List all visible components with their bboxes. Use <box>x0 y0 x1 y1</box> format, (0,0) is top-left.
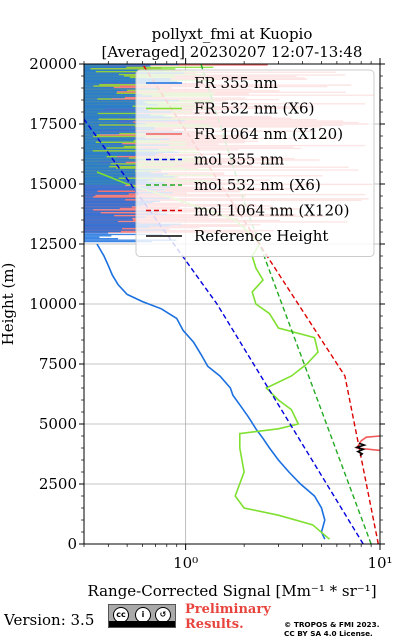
x-tick-label: 10¹ <box>367 554 392 572</box>
legend-label-4: mol 532 nm (X6) <box>194 176 321 194</box>
series-line-3 <box>83 118 364 545</box>
y-tick-label: 10000 <box>29 295 77 313</box>
legend-label-0: FR 355 nm <box>194 74 278 92</box>
copyright-line1: © TROPOS & FMI 2023. <box>284 620 380 629</box>
series-line-6 <box>354 442 367 457</box>
series-line-0 <box>96 243 326 540</box>
y-tick-label: 15000 <box>29 175 77 193</box>
preliminary-line2: Results. <box>185 617 244 632</box>
y-tick-label: 7500 <box>39 355 77 373</box>
legend-label-3: mol 355 nm <box>194 151 284 169</box>
legend: FR 355 nm FR 532 nm (X6) FR 1064 nm (X120)… <box>135 69 375 257</box>
y-tick-label: 0 <box>67 535 77 553</box>
cc-badge-strip <box>109 621 175 627</box>
y-tick-label: 12500 <box>29 235 77 253</box>
version-label: Version: 3.5 <box>4 611 95 629</box>
legend-label-2: FR 1064 nm (X120) <box>194 125 343 143</box>
legend-box <box>135 69 375 257</box>
y-tick-label: 5000 <box>39 415 77 433</box>
y-axis-label: Height (m) <box>0 263 17 346</box>
x-tick-label: 10⁰ <box>173 554 198 572</box>
lidar-signal-chart: pollyxt_fmi at Kuopio [Averaged] 2023020… <box>0 25 393 600</box>
legend-label-6: Reference Height <box>194 227 328 245</box>
legend-label-1: FR 532 nm (X6) <box>194 100 314 118</box>
copyright-notice: © TROPOS & FMI 2023. CC BY SA 4.0 Licens… <box>284 620 379 638</box>
x-axis-label: Range-Corrected Signal [Mm⁻¹ * sr⁻¹] <box>87 582 376 600</box>
chart-title-line2: [Averaged] 20230207 12:07-13:48 <box>102 43 363 61</box>
y-tick-label: 20000 <box>29 55 77 73</box>
preliminary-notice: Preliminary Results. <box>185 602 271 632</box>
preliminary-line1: Preliminary <box>185 602 271 617</box>
chart-title-line1: pollyxt_fmi at Kuopio <box>152 25 313 43</box>
series-line-2 <box>355 435 381 452</box>
copyright-line2: CC BY SA 4.0 License. <box>284 629 373 638</box>
legend-label-5: mol 1064 nm (X120) <box>194 202 349 220</box>
cc-license-badge[interactable]: cc i ↺ <box>108 604 176 628</box>
y-tick-label: 2500 <box>39 475 77 493</box>
axis-ticks: 0 2500 5000 7500 10000 12500 15000 17500 20000 10… <box>29 55 392 572</box>
y-tick-label: 17500 <box>29 115 77 133</box>
